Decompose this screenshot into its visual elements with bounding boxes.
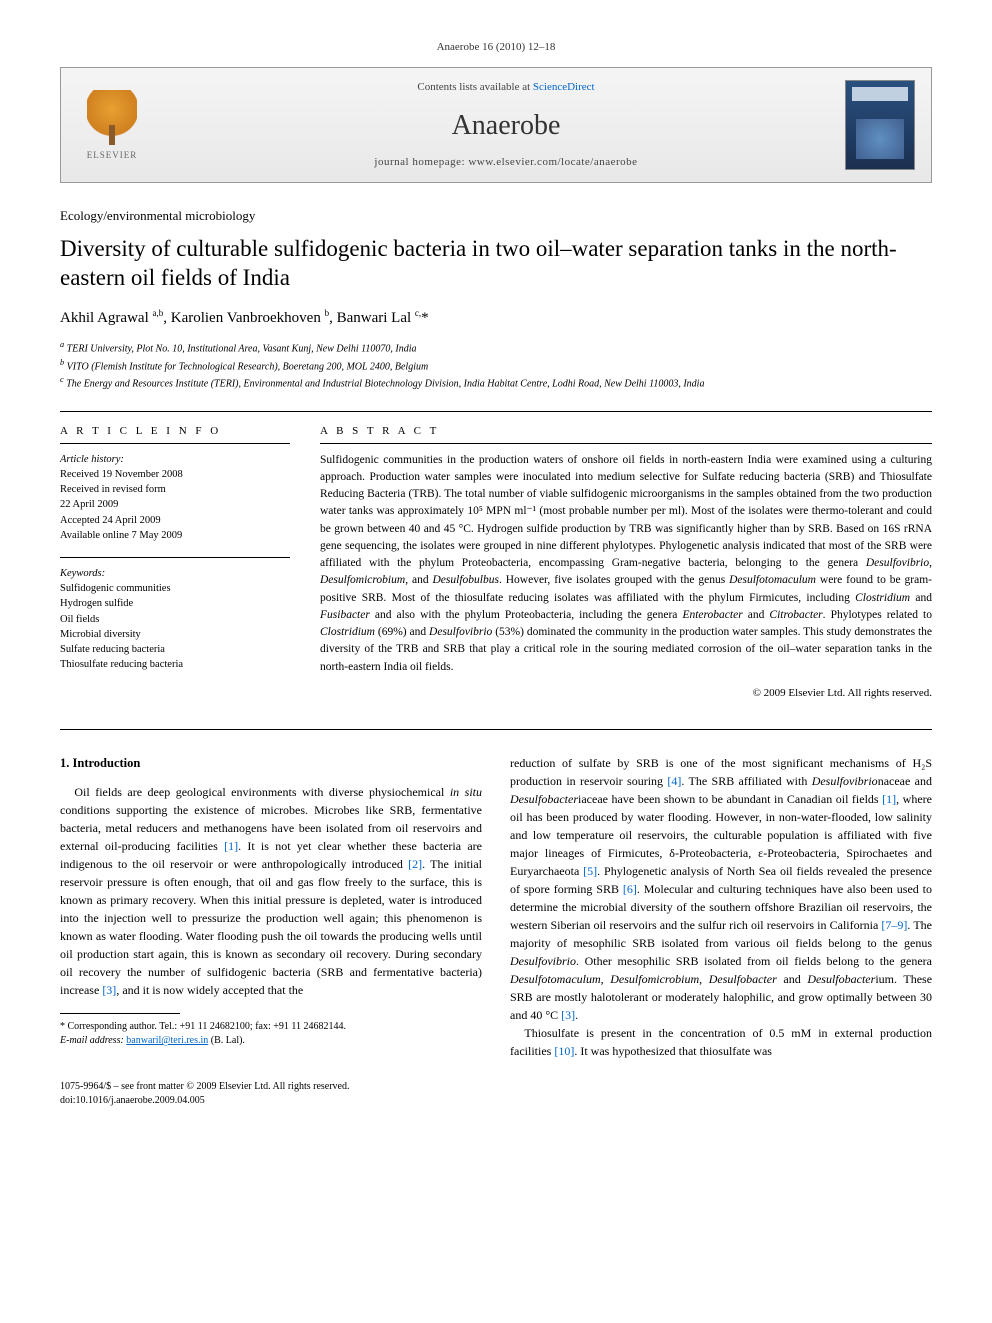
info-divider	[60, 557, 290, 558]
journal-homepage-line: journal homepage: www.elsevier.com/locat…	[167, 155, 845, 170]
article-section: Ecology/environmental microbiology	[60, 207, 932, 225]
history-online: Available online 7 May 2009	[60, 528, 290, 543]
contents-available-line: Contents lists available at ScienceDirec…	[167, 80, 845, 95]
keyword: Microbial diversity	[60, 627, 290, 642]
abstract-heading: A B S T R A C T	[320, 424, 932, 439]
copyright-line: © 2009 Elsevier Ltd. All rights reserved…	[320, 686, 932, 701]
corresponding-author-footnote: * Corresponding author. Tel.: +91 11 246…	[60, 1020, 482, 1034]
homepage-url: www.elsevier.com/locate/anaerobe	[468, 156, 637, 168]
email-footnote: E-mail address: banwaril@teri.res.in (B.…	[60, 1034, 482, 1048]
keywords-label: Keywords:	[60, 566, 290, 581]
body-paragraph: reduction of sulfate by SRB is one of th…	[510, 754, 932, 1024]
email-label: E-mail address:	[60, 1035, 124, 1046]
article-history: Article history: Received 19 November 20…	[60, 452, 290, 543]
keywords-block: Keywords: Sulfidogenic communities Hydro…	[60, 566, 290, 673]
running-header: Anaerobe 16 (2010) 12–18	[60, 40, 932, 55]
body-paragraph: Oil fields are deep geological environme…	[60, 783, 482, 999]
section-heading-introduction: 1. Introduction	[60, 754, 482, 773]
doi-line: doi:10.1016/j.anaerobe.2009.04.005	[60, 1094, 932, 1108]
info-abstract-row: A R T I C L E I N F O Article history: R…	[60, 424, 932, 701]
elsevier-tree-icon	[87, 90, 137, 145]
affiliation-a: a TERI University, Plot No. 10, Institut…	[60, 339, 932, 356]
keyword: Thiosulfate reducing bacteria	[60, 657, 290, 672]
history-received: Received 19 November 2008	[60, 467, 290, 482]
body-columns: 1. Introduction Oil fields are deep geol…	[60, 754, 932, 1060]
divider	[60, 411, 932, 412]
keyword: Sulfidogenic communities	[60, 581, 290, 596]
article-title: Diversity of culturable sulfidogenic bac…	[60, 234, 932, 294]
issn-line: 1075-9964/$ – see front matter © 2009 El…	[60, 1080, 932, 1094]
email-link[interactable]: banwaril@teri.res.in	[126, 1035, 208, 1046]
article-info-heading: A R T I C L E I N F O	[60, 424, 290, 439]
article-info-column: A R T I C L E I N F O Article history: R…	[60, 424, 290, 701]
journal-cover-thumbnail	[845, 80, 915, 170]
abstract-text: Sulfidogenic communities in the producti…	[320, 452, 932, 676]
email-who: (B. Lal).	[211, 1035, 245, 1046]
elsevier-label: ELSEVIER	[87, 149, 138, 162]
elsevier-logo: ELSEVIER	[77, 85, 147, 165]
history-label: Article history:	[60, 452, 290, 467]
body-divider	[60, 729, 932, 730]
history-revised-date: 22 April 2009	[60, 497, 290, 512]
affiliation-c: c The Energy and Resources Institute (TE…	[60, 374, 932, 391]
sciencedirect-link[interactable]: ScienceDirect	[533, 81, 595, 93]
info-divider	[60, 443, 290, 444]
journal-banner: ELSEVIER Contents lists available at Sci…	[60, 67, 932, 183]
author-list: Akhil Agrawal a,b, Karolien Vanbroekhove…	[60, 307, 932, 329]
banner-center: Contents lists available at ScienceDirec…	[167, 80, 845, 170]
journal-name: Anaerobe	[167, 106, 845, 145]
abstract-divider	[320, 443, 932, 444]
abstract-column: A B S T R A C T Sulfidogenic communities…	[320, 424, 932, 701]
body-paragraph: Thiosulfate is present in the concentrat…	[510, 1024, 932, 1060]
keyword: Sulfate reducing bacteria	[60, 642, 290, 657]
footnote-separator	[60, 1013, 180, 1014]
affiliation-b: b VITO (Flemish Institute for Technologi…	[60, 357, 932, 374]
footer: 1075-9964/$ – see front matter © 2009 El…	[60, 1080, 932, 1108]
affiliations: a TERI University, Plot No. 10, Institut…	[60, 339, 932, 391]
history-accepted: Accepted 24 April 2009	[60, 513, 290, 528]
keyword: Oil fields	[60, 612, 290, 627]
keyword: Hydrogen sulfide	[60, 596, 290, 611]
homepage-prefix: journal homepage:	[374, 156, 468, 168]
history-revised: Received in revised form	[60, 482, 290, 497]
contents-prefix: Contents lists available at	[417, 81, 532, 93]
